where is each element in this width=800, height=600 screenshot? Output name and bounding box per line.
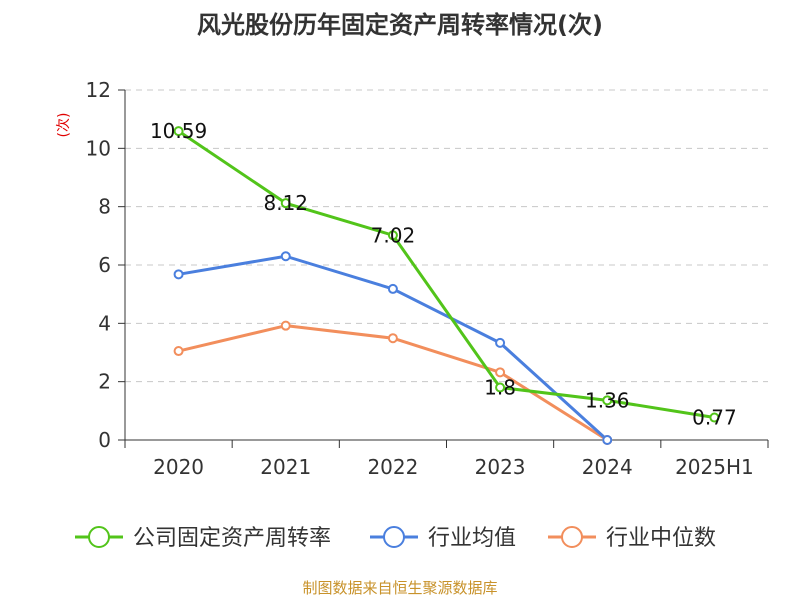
x-tick-labels: 2020 2021 2022 2023 2024 2025H1 xyxy=(153,455,754,479)
series-points xyxy=(173,126,720,445)
data-point xyxy=(602,435,613,445)
axes xyxy=(118,89,769,448)
data-labels: 10.59 8.12 7.02 1.8 1.36 0.77 xyxy=(150,119,737,429)
data-point xyxy=(709,412,720,423)
data-point xyxy=(495,337,506,348)
y-tick-label: 4 xyxy=(98,311,111,335)
y-axis-label: (次) xyxy=(56,113,72,138)
data-point xyxy=(387,283,398,294)
data-label: 1.36 xyxy=(585,388,630,412)
data-label: 7.02 xyxy=(371,223,416,247)
series-line xyxy=(178,254,609,442)
data-point xyxy=(387,333,398,344)
x-tick-label: 2021 xyxy=(260,455,311,479)
series-line xyxy=(177,129,715,420)
data-point xyxy=(495,382,506,393)
data-label: 10.59 xyxy=(150,119,207,143)
data-point xyxy=(602,395,613,406)
source-note: 制图数据来自恒生聚源数据库 xyxy=(302,579,497,597)
x-tick-label: 2024 xyxy=(582,455,633,479)
data-point xyxy=(387,230,398,241)
data-point xyxy=(280,320,291,331)
x-tick-label: 2022 xyxy=(367,455,418,479)
chart-title: 风光股份历年固定资产周转率情况(次) xyxy=(197,11,603,39)
y-tick-label: 2 xyxy=(98,370,111,394)
data-label: 8.12 xyxy=(263,191,308,215)
data-point xyxy=(173,269,184,280)
y-tick-label: 6 xyxy=(98,253,111,277)
legend-label: 公司固定资产周转率 xyxy=(133,526,331,551)
y-tick-label: 10 xyxy=(86,136,111,160)
legend-label: 行业中位数 xyxy=(606,526,716,551)
data-point xyxy=(173,126,184,137)
legend: 公司固定资产周转率 行业均值 行业中位数 xyxy=(75,526,716,551)
x-tick-label: 2023 xyxy=(475,455,526,479)
data-point xyxy=(280,251,291,262)
data-point xyxy=(280,198,291,209)
legend-marker xyxy=(383,526,405,548)
legend-label: 行业均值 xyxy=(428,526,516,551)
gridlines xyxy=(125,89,768,383)
series-lines xyxy=(177,129,715,442)
legend-marker xyxy=(561,526,583,548)
legend-marker xyxy=(88,526,110,548)
y-tick-labels: 0 2 4 6 8 10 12 xyxy=(86,78,111,452)
y-tick-label: 12 xyxy=(86,78,111,102)
y-tick-label: 0 xyxy=(98,428,111,452)
x-tick-label: 2020 xyxy=(153,455,204,479)
y-tick-label: 8 xyxy=(98,195,111,219)
data-point xyxy=(495,367,506,378)
data-label: 1.8 xyxy=(484,376,516,400)
x-tick-label: 2025H1 xyxy=(675,455,754,479)
data-point xyxy=(173,346,184,357)
data-label: 0.77 xyxy=(692,406,737,430)
